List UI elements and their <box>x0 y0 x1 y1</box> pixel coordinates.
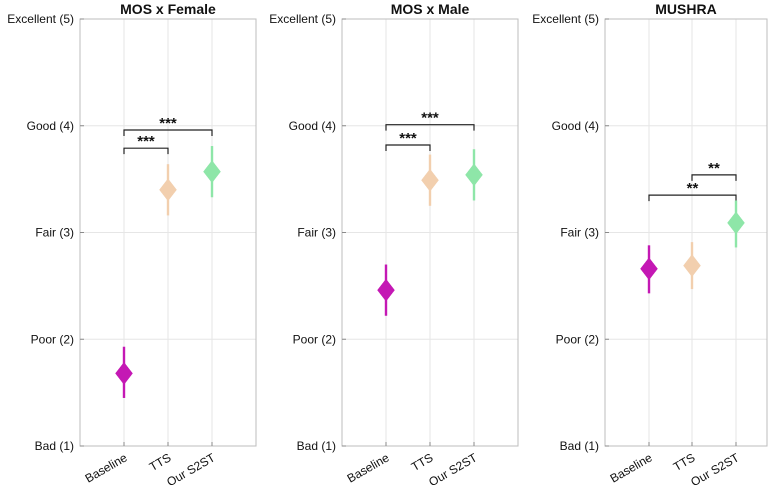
x-tick-label-baseline: Baseline <box>83 450 130 485</box>
mean-marker-our-s2st <box>203 160 221 184</box>
significance-bracket <box>123 129 213 137</box>
y-tick-label: Poor (2) <box>556 332 599 346</box>
significance-bracket <box>123 147 169 155</box>
y-tick-label: Excellent (5) <box>7 12 74 26</box>
mean-marker-tts <box>159 178 177 202</box>
y-tick-label: Good (4) <box>552 119 599 133</box>
chart-panel-mos-x-female: Bad (1) Poor (2) Fair (3) Good (4) Excellent… <box>7 1 257 489</box>
y-tick-label: Fair (3) <box>35 226 74 240</box>
mean-marker-baseline <box>640 257 658 281</box>
mean-marker-tts <box>421 168 439 192</box>
significance-label: ** <box>687 180 699 197</box>
y-tick-label: Poor (2) <box>293 332 336 346</box>
mean-marker-tts <box>683 254 701 278</box>
x-tick-label-baseline: Baseline <box>608 450 655 485</box>
chart-title: MOS x Male <box>391 1 470 17</box>
y-tick-label: Poor (2) <box>31 332 74 346</box>
x-tick-label-tts: TTS <box>147 450 174 473</box>
mean-marker-baseline <box>377 278 395 302</box>
significance-label: *** <box>399 130 417 147</box>
y-tick-label: Fair (3) <box>560 226 599 240</box>
y-tick-label: Bad (1) <box>35 439 74 453</box>
mean-marker-our-s2st <box>727 211 745 235</box>
significance-bracket <box>385 124 475 131</box>
x-tick-label-baseline: Baseline <box>345 450 392 485</box>
chart-panel-mushra: Bad (1) Poor (2) Fair (3) Good (4) Excellent… <box>532 1 768 489</box>
x-tick-label-our-s2st: Our S2ST <box>164 450 218 489</box>
y-tick-label: Excellent (5) <box>532 12 599 26</box>
y-tick-label: Fair (3) <box>297 226 336 240</box>
chart-panel-mos-x-male: Bad (1) Poor (2) Fair (3) Good (4) Excellent… <box>269 1 519 489</box>
y-tick-label: Good (4) <box>27 119 74 133</box>
significance-label: *** <box>159 115 177 132</box>
significance-label: *** <box>421 110 439 127</box>
significance-label: ** <box>708 160 720 177</box>
x-tick-label-tts: TTS <box>409 450 436 473</box>
x-tick-label-our-s2st: Our S2ST <box>426 450 480 489</box>
y-tick-label: Good (4) <box>289 119 336 133</box>
x-tick-label-tts: TTS <box>671 450 698 473</box>
significance-bracket <box>385 144 431 151</box>
significance-bracket <box>648 194 737 202</box>
y-tick-label: Excellent (5) <box>269 12 336 26</box>
mean-marker-baseline <box>115 362 133 385</box>
significance-bracket <box>691 174 737 181</box>
chart-title: MUSHRA <box>655 1 716 17</box>
chart-title: MOS x Female <box>120 1 216 17</box>
x-tick-label-our-s2st: Our S2ST <box>688 450 742 489</box>
significance-label: *** <box>137 133 155 150</box>
y-tick-label: Bad (1) <box>297 439 336 453</box>
y-tick-label: Bad (1) <box>560 439 599 453</box>
mean-marker-our-s2st <box>465 163 483 187</box>
